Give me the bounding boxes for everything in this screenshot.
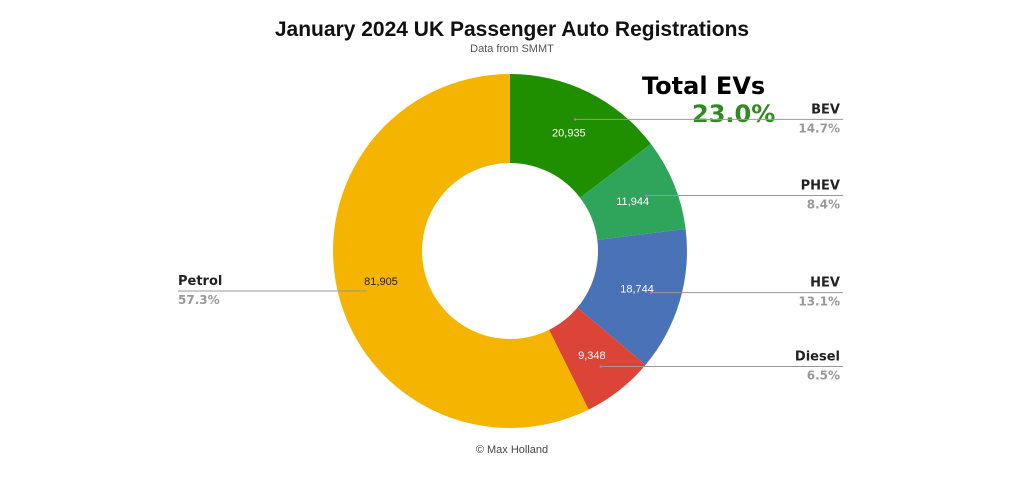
slice-diesel <box>549 307 646 410</box>
value-label-phev: 11,944 <box>616 196 649 208</box>
slice-label-petrol: Petrol <box>178 274 222 289</box>
slice-hev <box>577 228 687 365</box>
slice-phev <box>580 143 686 241</box>
slice-percent-petrol: 57.3% <box>178 293 220 307</box>
leader-dot-bev <box>573 118 577 121</box>
slice-label-phev: PHEV <box>801 178 840 193</box>
leader-dot-hev <box>649 291 653 294</box>
slice-label-hev: HEV <box>810 276 840 291</box>
leader-dot-diesel <box>599 365 603 368</box>
total-evs-value: 23.0% <box>692 100 776 128</box>
chart-subtitle: Data from SMMT <box>470 43 554 55</box>
slice-percent-bev: 14.7% <box>798 121 840 135</box>
value-label-petrol: 81,905 <box>364 276 398 288</box>
slice-petrol <box>332 74 589 428</box>
slice-percent-diesel: 6.5% <box>807 369 840 383</box>
leader-dot-phev <box>644 194 648 197</box>
chart-credit: © Max Holland <box>475 444 549 456</box>
slice-percent-phev: 8.4% <box>807 197 840 211</box>
value-label-diesel: 9,348 <box>578 350 606 362</box>
total-evs-label: Total EVs <box>642 72 766 100</box>
slice-percent-hev: 13.1% <box>798 295 840 309</box>
value-label-hev: 18,744 <box>620 284 654 296</box>
slice-label-bev: BEV <box>811 102 840 117</box>
slice-bev <box>510 74 651 198</box>
value-label-bev: 20,935 <box>552 127 586 139</box>
chart-title: January 2024 UK Passenger Auto Registrat… <box>274 18 750 41</box>
slice-label-diesel: Diesel <box>795 350 840 365</box>
